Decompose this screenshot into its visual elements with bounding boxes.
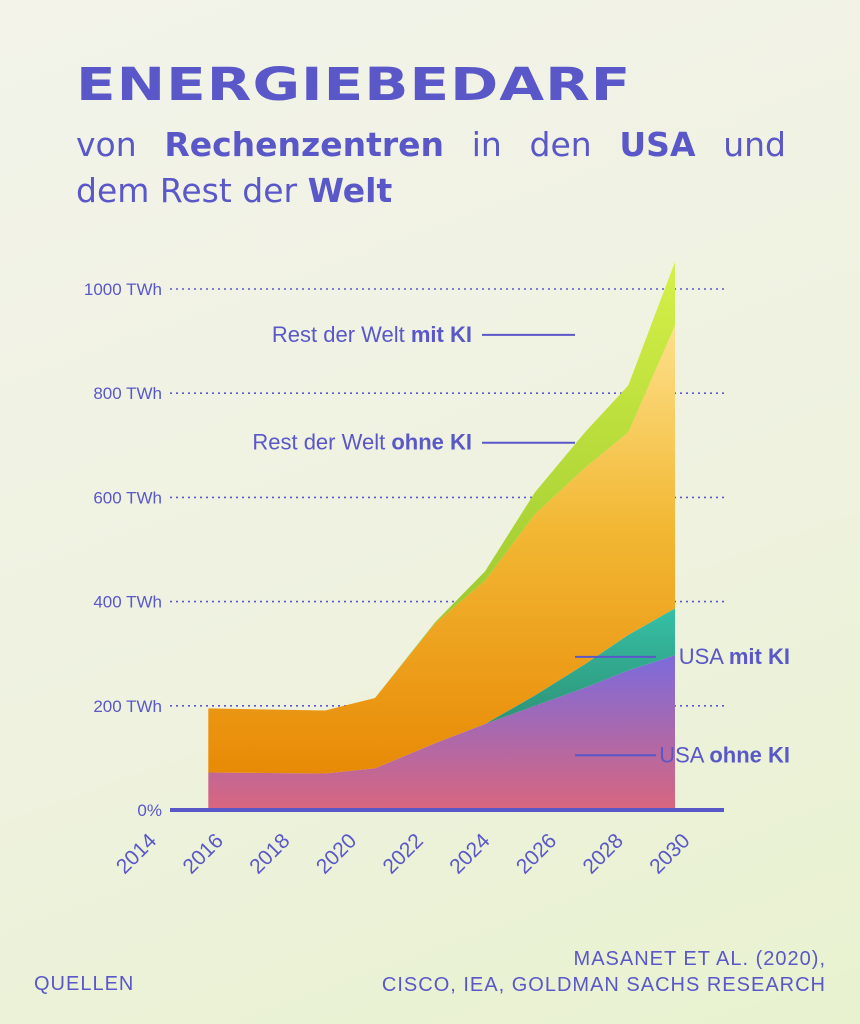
- subtitle-line-1: von Rechenzentren in den USA und: [76, 122, 786, 168]
- legend-label: Rest der Welt mit KI: [272, 322, 472, 347]
- area-series: [208, 261, 676, 810]
- legend-label: Rest der Welt ohne KI: [252, 430, 472, 455]
- x-tick-label: 2018: [245, 829, 294, 878]
- chart-title: ENERGIEBEDARF: [76, 58, 632, 112]
- legend-label-bold: ohne KI: [709, 742, 790, 767]
- subtitle-word: in: [471, 125, 502, 164]
- legend-label: USA ohne KI: [659, 742, 790, 767]
- legend-label: USA mit KI: [679, 644, 790, 669]
- subtitle-word: USA: [619, 125, 696, 164]
- subtitle-word: den: [529, 125, 592, 164]
- x-tick-label: 2020: [312, 829, 361, 878]
- x-axis-labels: 2014 2016 2018 2020 2022 2024 2026 2028 2030: [112, 829, 695, 879]
- y-tick-label: 0%: [137, 801, 162, 820]
- legend-label-regular: USA: [659, 742, 709, 767]
- x-tick-label: 2016: [179, 829, 228, 878]
- legend-label-regular: USA: [679, 644, 729, 669]
- sources-line-2: CISCO, IEA, GOLDMAN SACHS RESEARCH: [381, 974, 826, 996]
- legend-label-bold: mit KI: [411, 322, 472, 347]
- x-tick-label: 2026: [512, 829, 561, 878]
- subtitle-word: Rechenzentren: [164, 125, 445, 164]
- x-tick-label: 2022: [379, 829, 428, 878]
- x-tick-label: 2028: [579, 829, 628, 878]
- legend-label-regular: Rest der Welt: [272, 322, 411, 347]
- legend-label-bold: mit KI: [729, 644, 790, 669]
- legend-label-regular: Rest der Welt: [252, 430, 391, 455]
- subtitle-word: und: [723, 125, 786, 164]
- y-tick-label: 1000 TWh: [84, 280, 162, 299]
- area-usa-ohne-ki: [208, 655, 676, 810]
- chart-subtitle: von Rechenzentren in den USA und dem Rest der…: [76, 122, 786, 214]
- subtitle-line-2-regular: dem Rest der: [76, 171, 308, 210]
- subtitle-word: von: [76, 125, 137, 164]
- sources-heading: QUELLEN: [34, 973, 135, 995]
- sources-line-1: MASANET ET AL. (2020),: [573, 948, 826, 970]
- area-rest-der-welt-ohne-ki: [208, 325, 676, 774]
- subtitle-line-2-bold: Welt: [307, 171, 393, 210]
- x-tick-label: 2024: [445, 829, 495, 879]
- legend-label-bold: ohne KI: [391, 430, 472, 455]
- y-tick-label: 800 TWh: [93, 384, 162, 403]
- y-tick-label: 200 TWh: [93, 697, 162, 716]
- sources-text: MASANET ET AL. (2020), CISCO, IEA, GOLDM…: [382, 946, 826, 998]
- y-axis-labels: 0% 200 TWh 400 TWh 600 TWh 800 TWh 1000 TWh: [84, 280, 162, 820]
- x-tick-label: 2030: [645, 829, 694, 878]
- y-tick-label: 600 TWh: [93, 488, 162, 507]
- x-tick-label: 2014: [112, 829, 162, 879]
- y-tick-label: 400 TWh: [93, 593, 162, 612]
- subtitle-line-2: dem Rest der Welt: [76, 168, 786, 214]
